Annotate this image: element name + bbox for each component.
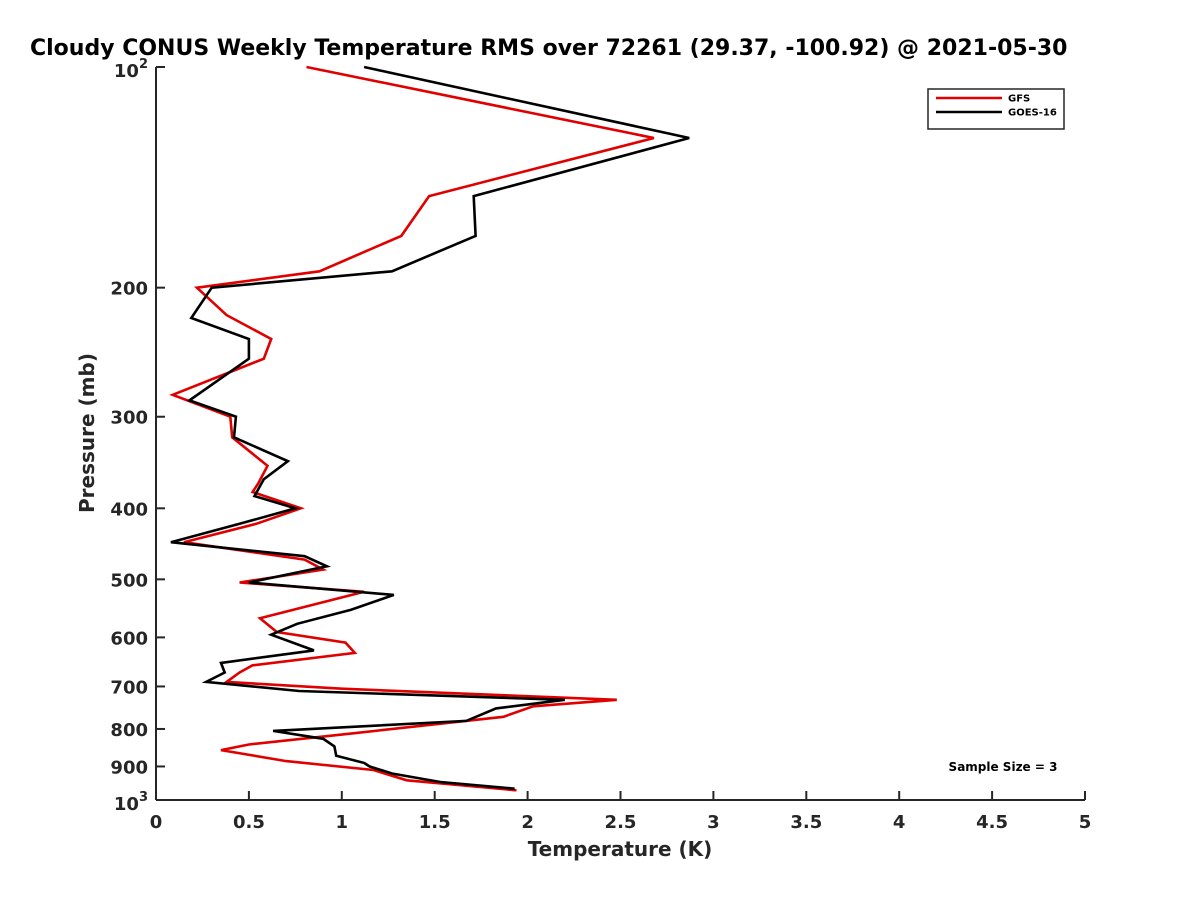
series-line-gfs xyxy=(169,65,655,792)
y-tick-label: 700 xyxy=(110,677,148,698)
y-tick-base: 10 xyxy=(114,794,139,815)
x-tick-label: 3.5 xyxy=(790,812,822,833)
legend: GFS GOES-16 xyxy=(927,88,1065,130)
y-tick-base: 10 xyxy=(114,61,139,82)
y-tick-exponent: 3 xyxy=(139,790,148,805)
legend-label: GFS xyxy=(1008,94,1030,105)
y-tick-label: 102 xyxy=(114,57,148,82)
sample-size-annotation: Sample Size = 3 xyxy=(949,760,1058,774)
y-tick-label: 500 xyxy=(110,570,148,591)
series-line-goes-16 xyxy=(170,65,690,790)
y-tick-label: 800 xyxy=(110,720,148,741)
x-tick-label: 1.5 xyxy=(419,812,451,833)
x-tick-label: 4 xyxy=(893,812,906,833)
y-tick-label: 400 xyxy=(110,499,148,520)
y-tick-label: 200 xyxy=(110,279,148,300)
x-tick-label: 0 xyxy=(150,812,163,833)
y-tick-label: 900 xyxy=(110,757,148,778)
y-tick-label: 103 xyxy=(114,790,148,815)
legend-box xyxy=(927,88,1065,130)
x-tick-label: 0.5 xyxy=(233,812,265,833)
x-tick-label: 2 xyxy=(521,812,534,833)
x-axis-title: Temperature (K) xyxy=(528,837,713,861)
legend-label: GOES-16 xyxy=(1008,108,1057,119)
x-tick-label: 4.5 xyxy=(976,812,1008,833)
y-tick-label: 600 xyxy=(110,628,148,649)
chart-title: Cloudy CONUS Weekly Temperature RMS over… xyxy=(30,36,1067,61)
x-tick-label: 3 xyxy=(707,812,720,833)
x-tick-label: 5 xyxy=(1079,812,1092,833)
y-tick-exponent: 2 xyxy=(139,57,148,72)
x-tick-label: 2.5 xyxy=(605,812,637,833)
y-axis-title: Pressure (mb) xyxy=(75,353,99,513)
series-layer xyxy=(169,65,690,792)
x-tick-label: 1 xyxy=(336,812,349,833)
y-tick-label: 300 xyxy=(110,408,148,429)
axes-layer: 0 0.5 1 1.5 2 2.5 3 3.5 4 4.5 51022003004005006007… xyxy=(110,57,1091,833)
